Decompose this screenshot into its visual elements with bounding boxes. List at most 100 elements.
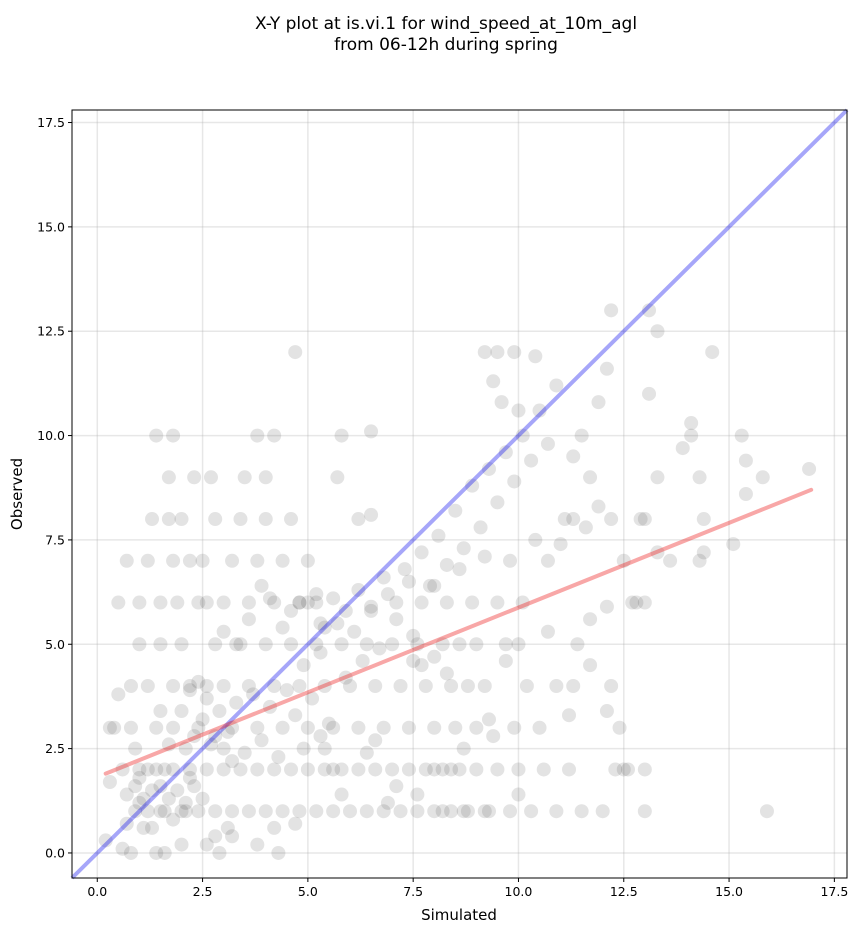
scatter-point <box>119 816 134 831</box>
scatter-point <box>128 779 143 794</box>
scatter-point <box>149 720 164 735</box>
scatter-point <box>208 829 223 844</box>
scatter-point <box>431 528 446 543</box>
scatter-point <box>642 303 657 318</box>
scatter-point <box>696 545 711 560</box>
scatter-point <box>338 670 353 685</box>
scatter-point <box>498 637 513 652</box>
scatter-point <box>233 512 248 527</box>
scatter-point <box>540 553 555 568</box>
scatter-point <box>313 645 328 660</box>
y-tick-label: 10.0 <box>37 428 65 443</box>
scatter-point <box>241 612 256 627</box>
scatter-point <box>460 679 475 693</box>
scatter-point <box>427 762 442 777</box>
scatter-point <box>250 720 265 735</box>
scatter-point <box>212 704 227 719</box>
scatter-point <box>507 720 522 735</box>
scatter-point <box>532 403 547 418</box>
scatter-point <box>511 403 526 418</box>
scatter-point <box>233 762 248 777</box>
scatter-point <box>507 345 522 360</box>
scatter-point <box>414 595 429 610</box>
scatter-point <box>355 653 370 668</box>
scatter-point <box>225 553 240 568</box>
scatter-point <box>191 674 206 689</box>
scatter-point <box>684 428 699 443</box>
scatter-point <box>326 591 341 606</box>
scatter-point <box>317 679 332 693</box>
scatter-point <box>225 754 240 769</box>
scatter-point <box>663 553 678 568</box>
scatter-point <box>140 804 155 819</box>
scatter-point <box>166 762 181 777</box>
scatter-point <box>284 637 299 652</box>
scatter-point <box>208 729 223 744</box>
scatter-point <box>191 595 206 610</box>
scatter-point <box>397 562 412 577</box>
scatter-point <box>191 804 206 819</box>
scatter-point <box>414 545 429 560</box>
scatter-point <box>166 812 181 827</box>
scatter-point <box>225 720 240 735</box>
scatter-point <box>583 612 598 627</box>
scatter-point <box>566 679 581 693</box>
scatter-point <box>490 495 505 510</box>
scatter-point <box>359 745 374 760</box>
y-tick-label: 17.5 <box>37 115 65 130</box>
y-axis-ticks: 0.0 2.5 5.0 7.5 10.0 12.5 15.0 17.5 <box>37 115 72 860</box>
scatter-point <box>406 628 421 643</box>
scatter-point <box>351 583 366 597</box>
scatter-point <box>570 637 585 652</box>
scatter-point <box>519 679 534 693</box>
scatter-point <box>119 553 134 568</box>
scatter-point <box>528 349 543 364</box>
scatter-point <box>490 595 505 610</box>
scatter-point <box>490 345 505 360</box>
scatter-point <box>637 804 652 819</box>
scatter-point <box>414 658 429 673</box>
scatter-point <box>182 553 197 568</box>
scatter-point <box>136 820 151 835</box>
x-tick-label: 10.0 <box>505 884 533 899</box>
scatter-point <box>507 474 522 489</box>
scatter-point <box>275 720 290 735</box>
identity-line <box>70 108 849 880</box>
scatter-point <box>364 603 379 618</box>
scatter-point <box>380 795 395 810</box>
scatter-point <box>427 804 442 819</box>
scatter-point <box>123 720 138 735</box>
scatter-point <box>439 557 454 572</box>
scatter-point <box>321 716 336 731</box>
scatter-point <box>435 762 450 777</box>
scatter-point <box>469 720 484 735</box>
x-tick-label: 0.0 <box>87 884 107 899</box>
scatter-point <box>153 595 168 610</box>
scatter-point <box>401 762 416 777</box>
scatter-point <box>532 720 547 735</box>
scatter-point <box>427 720 442 735</box>
scatter-point <box>629 595 644 610</box>
scatter-point <box>115 762 130 777</box>
scatter-point <box>456 741 471 756</box>
scatter-point <box>503 804 518 819</box>
scatter-point <box>195 791 210 806</box>
scatter-point <box>650 545 665 560</box>
scatter-point <box>481 712 496 727</box>
scatter-point <box>229 637 244 652</box>
scatter-point <box>199 837 214 852</box>
scatter-point <box>498 445 513 460</box>
scatter-point <box>284 762 299 777</box>
scatter-point <box>401 574 416 589</box>
scatter-point <box>439 666 454 681</box>
scatter-point <box>300 595 315 610</box>
scatter-point <box>102 720 117 735</box>
scatter-point <box>187 729 202 744</box>
scatter-point <box>166 720 181 735</box>
scatter-point <box>166 553 181 568</box>
scatter-point <box>511 637 526 652</box>
scatter-point <box>111 687 126 702</box>
scatter-point <box>326 720 341 735</box>
scatter-point <box>267 428 282 443</box>
scatter-point <box>161 737 176 752</box>
